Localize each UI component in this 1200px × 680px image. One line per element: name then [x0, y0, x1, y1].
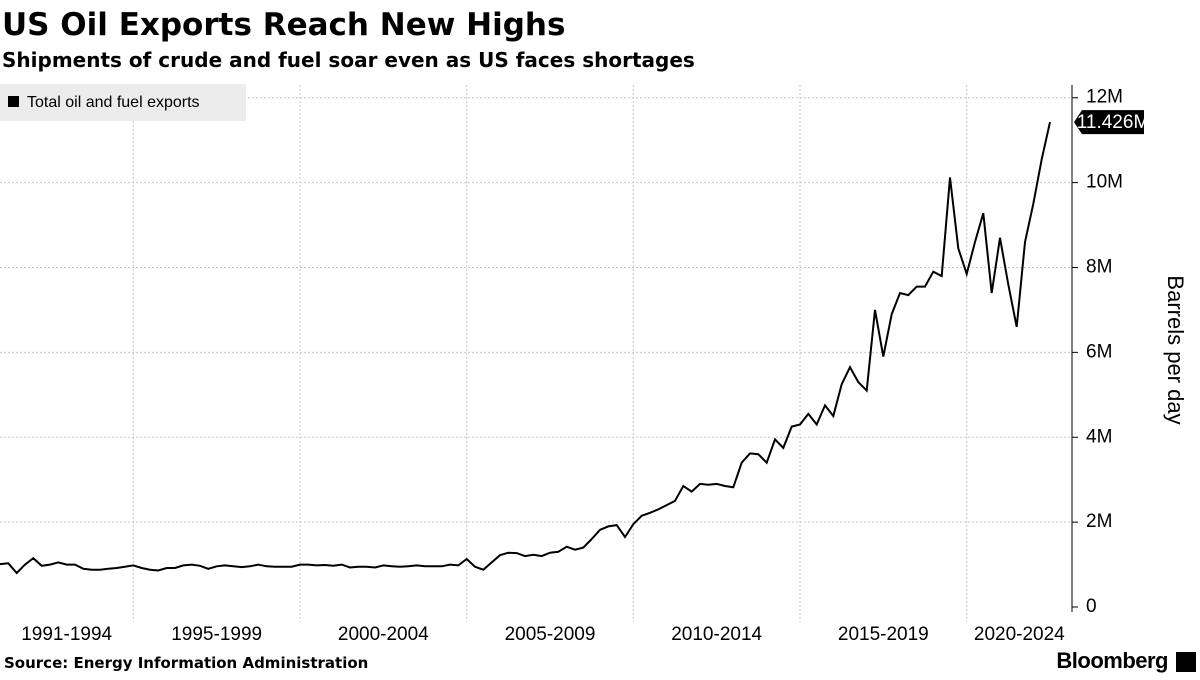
x-tick-label: 2015-2019: [838, 624, 929, 645]
y-tick-label: 0: [1086, 596, 1097, 617]
y-tick-label: 8M: [1086, 257, 1112, 278]
chart-title: US Oil Exports Reach New Highs: [2, 7, 565, 43]
y-tick-label: 4M: [1086, 426, 1112, 447]
end-flag: [1074, 110, 1144, 135]
x-tick-label: 2010-2014: [671, 624, 762, 645]
x-tick-label: 2020-2024: [974, 624, 1065, 645]
x-tick-label: 1995-1999: [171, 624, 262, 645]
y-tick-label: 12M: [1086, 87, 1123, 108]
end-flag-label: 11.426M: [1077, 112, 1150, 133]
x-tick-label: 2005-2009: [505, 624, 596, 645]
y-tick-label: 6M: [1086, 341, 1112, 362]
brand-icon: [1176, 652, 1196, 672]
brand: Bloomberg: [1056, 648, 1168, 673]
legend-box: [0, 84, 246, 121]
y-axis-title: Barrels per day: [1163, 275, 1188, 424]
x-tick-label: 1991-1994: [21, 624, 112, 645]
legend-swatch: [8, 96, 19, 107]
legend-label: Total oil and fuel exports: [27, 94, 200, 111]
chart-subtitle: Shipments of crude and fuel soar even as…: [2, 48, 695, 72]
x-tick-label: 2000-2004: [338, 624, 429, 645]
y-tick-label: 10M: [1086, 172, 1123, 193]
data-line: [0, 121, 1051, 575]
source: Source: Energy Information Administratio…: [4, 654, 368, 672]
y-tick-label: 2M: [1086, 511, 1112, 532]
